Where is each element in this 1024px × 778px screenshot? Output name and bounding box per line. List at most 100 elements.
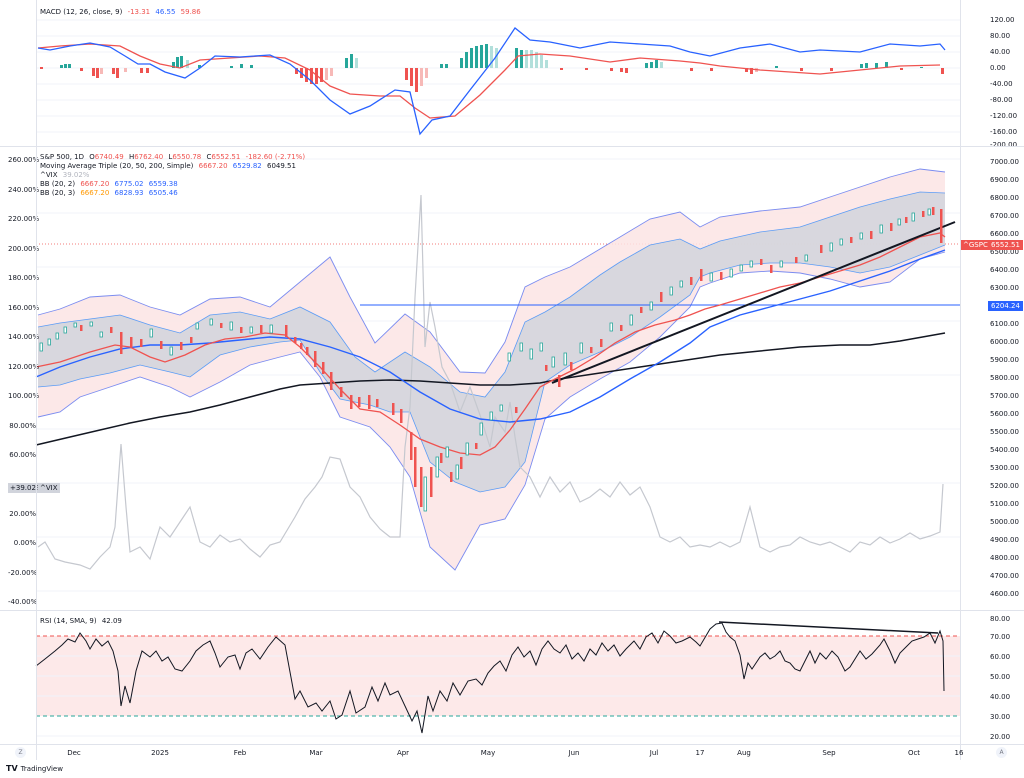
macd-signal-line (37, 43, 941, 119)
rsi-legend[interactable]: RSI (14, SMA, 9) 42.09 (40, 617, 125, 626)
axis-tick: 80.00% (9, 422, 36, 430)
axis-tick: 160.00% (8, 304, 40, 312)
time-axis[interactable]: Z Dec 2025 Feb Mar Apr May Jun Jul 17 Au… (0, 744, 1024, 761)
ma200-line (35, 332, 946, 446)
axis-tick: 240.00% (8, 186, 40, 194)
axis-tick: 5700.00 (990, 392, 1019, 400)
hline-value: 6204.24 (991, 302, 1020, 310)
axis-tick: 6500.00 (990, 248, 1019, 256)
axis-tick: 6000.00 (990, 338, 1019, 346)
axis-tick: 4700.00 (990, 572, 1019, 580)
axis-tick: 0.00 (990, 64, 1006, 72)
right-axis-border (960, 0, 961, 760)
ma50-line (35, 249, 946, 423)
axis-tick: 5200.00 (990, 482, 1019, 490)
close-label: C (206, 153, 212, 161)
time-tick: Feb (233, 749, 247, 757)
axis-tick: 6900.00 (990, 176, 1019, 184)
axis-tick: 60.00 (990, 653, 1011, 661)
axis-tick: 140.00% (8, 333, 40, 341)
time-tick: Aug (737, 749, 751, 757)
price-legend[interactable]: S&P 500, 1D O6740.49 H6762.40 L6550.78 C… (40, 153, 308, 198)
axis-tick: 6700.00 (990, 212, 1019, 220)
price-plot (35, 158, 960, 592)
bb1-legend-row[interactable]: BB (20, 2) 6667.20 6775.02 6559.38 (40, 180, 308, 189)
axis-tick: 4800.00 (990, 554, 1019, 562)
time-tick: Apr (396, 749, 410, 757)
axis-tick: 5800.00 (990, 374, 1019, 382)
axis-tick: 80.00 (990, 32, 1011, 40)
axis-tick: 200.00% (8, 245, 40, 253)
axis-tick: 0.00% (13, 539, 36, 547)
symbol-price-tag[interactable]: ^GSPC (960, 240, 991, 250)
auto-scale-button[interactable]: A (996, 747, 1007, 758)
high-value: 6762.40 (134, 153, 164, 161)
ohlc-row: S&P 500, 1D O6740.49 H6762.40 L6550.78 C… (40, 153, 308, 162)
macd-plot (36, 19, 960, 136)
bb2-band-fill (38, 192, 945, 492)
time-tick: Mar (309, 749, 323, 757)
axis-tick: 60.00% (9, 451, 36, 459)
pane-separator[interactable] (0, 146, 1024, 147)
macd-pane[interactable]: MACD (12, 26, close, 9) -13.31 46.55 59.… (0, 0, 1024, 149)
ma-legend-row[interactable]: Moving Average Triple (20, 50, 200, Simp… (40, 162, 308, 171)
axis-tick: 4600.00 (990, 590, 1019, 598)
bb2-legend-row[interactable]: BB (20, 3) 6667.20 6828.93 6505.46 (40, 189, 308, 198)
axis-tick: 30.00 (990, 713, 1011, 721)
axis-tick: 5400.00 (990, 446, 1019, 454)
vix-left-tag[interactable]: +39.02% (8, 483, 45, 493)
zoom-reset-button[interactable]: Z (15, 747, 26, 758)
axis-tick: 6600.00 (990, 230, 1019, 238)
axis-tick: 6800.00 (990, 194, 1019, 202)
bb2-lower: 6505.46 (148, 189, 178, 197)
macd-legend[interactable]: MACD (12, 26, close, 9) -13.31 46.55 59.… (40, 8, 204, 17)
rsi-title: RSI (14, SMA, 9) (40, 617, 97, 625)
vix-left-value: +39.02% (10, 484, 43, 492)
price-tag-symbol: ^GSPC (963, 241, 988, 249)
auto-scale-label: A (999, 749, 1004, 756)
open-value: 6740.49 (94, 153, 124, 161)
axis-tick: 80.00 (990, 615, 1011, 623)
rsi-pane[interactable]: RSI (14, SMA, 9) 42.09 80.00 70.00 60.00… (0, 611, 1024, 744)
axis-tick: 260.00% (8, 156, 40, 164)
price-pane[interactable]: S&P 500, 1D O6740.49 H6762.40 L6550.78 C… (0, 147, 1024, 609)
tradingview-logo[interactable]: TV TradingView (6, 764, 63, 773)
time-tick: May (480, 749, 496, 757)
axis-tick: 40.00 (990, 693, 1011, 701)
pane-separator[interactable] (0, 610, 1024, 611)
axis-tick: 100.00% (8, 392, 40, 400)
axis-tick: -40.00 (990, 80, 1013, 88)
vix-title: ^VIX (40, 171, 58, 179)
macd-title: MACD (12, 26, close, 9) (40, 8, 123, 16)
last-price-tag[interactable]: 6552.51 (988, 240, 1023, 250)
last-price-value: 6552.51 (991, 241, 1020, 249)
axis-tick: 120.00 (990, 16, 1015, 24)
axis-tick: 20.00 (990, 733, 1011, 741)
ma50-value: 6529.82 (232, 162, 262, 170)
time-tick: Sep (822, 749, 836, 757)
axis-tick: 40.00 (990, 48, 1011, 56)
rsi-plot (35, 621, 960, 737)
vix-symbol-tag[interactable]: ^VIX (38, 483, 60, 493)
hline-price-tag[interactable]: 6204.24 (988, 301, 1023, 311)
trendline (551, 221, 956, 384)
candlesticks (39, 207, 943, 512)
change-value: -182.60 (-2.71%) (245, 153, 306, 161)
axis-tick: 5100.00 (990, 500, 1019, 508)
time-tick: 2025 (151, 749, 169, 757)
axis-tick: 5900.00 (990, 356, 1019, 364)
axis-tick: 6300.00 (990, 284, 1019, 292)
vix-legend-row[interactable]: ^VIX 39.02% (40, 171, 308, 180)
low-value: 6550.78 (172, 153, 202, 161)
time-tick: Jun (568, 749, 580, 757)
axis-tick: 5300.00 (990, 464, 1019, 472)
axis-tick: 4900.00 (990, 536, 1019, 544)
axis-tick: -20.00% (8, 569, 38, 577)
vix-value: 39.02% (62, 171, 90, 179)
axis-tick: 70.00 (990, 633, 1011, 641)
ma-title: Moving Average Triple (20, 50, 200, Simp… (40, 162, 194, 170)
macd-histogram (40, 44, 944, 92)
axis-tick: 20.00% (9, 510, 36, 518)
open-label: O (89, 153, 95, 161)
rsi-line (35, 622, 945, 734)
